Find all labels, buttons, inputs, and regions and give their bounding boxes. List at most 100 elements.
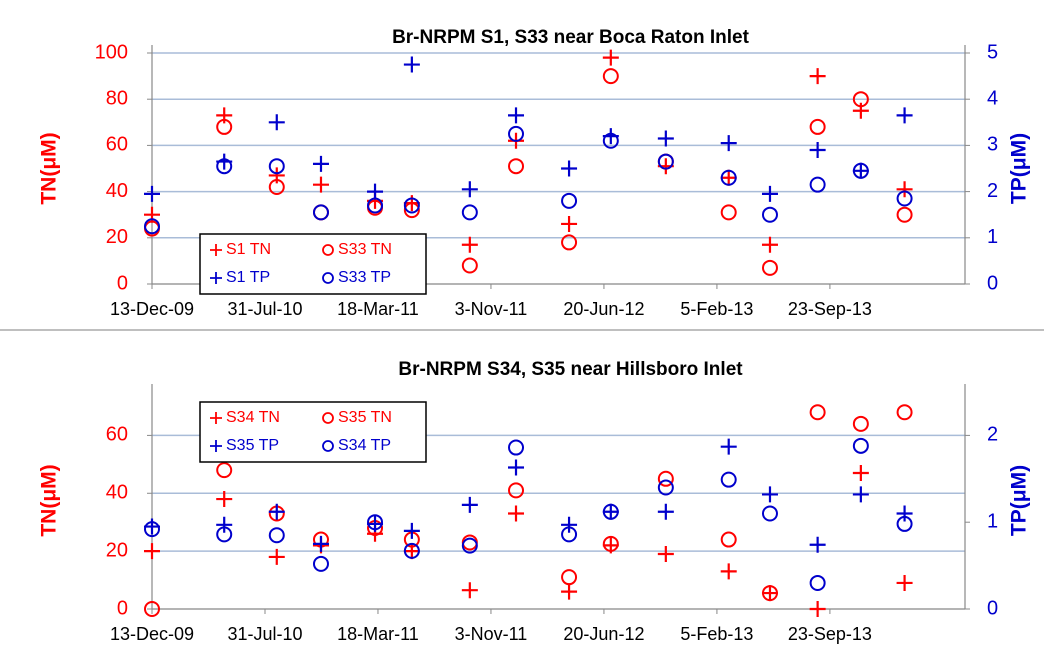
marker-plus	[561, 516, 578, 533]
marker-plus	[720, 169, 737, 186]
marker-plus	[761, 236, 778, 253]
marker-plus	[561, 160, 578, 177]
marker-circle	[268, 527, 285, 544]
legend-label: S33 TP	[338, 269, 391, 286]
legend-box	[199, 233, 427, 295]
marker-circle	[508, 158, 525, 175]
y2-tick-label: 0	[987, 272, 998, 294]
marker-plus	[896, 181, 913, 198]
y-tick-label: 60	[106, 134, 128, 156]
marker-circle	[896, 206, 913, 223]
marker-plus	[896, 505, 913, 522]
marker-plus	[720, 563, 737, 580]
marker-plus	[852, 465, 869, 482]
marker-circle	[896, 515, 913, 532]
y2-axis-title: TP(μM)	[1008, 465, 1031, 536]
marker-circle	[896, 190, 913, 207]
marker-circle	[312, 555, 329, 572]
y-tick-label: 40	[106, 482, 128, 504]
y-tick-label: 20	[106, 226, 128, 248]
marker-circle	[657, 479, 674, 496]
legend-marker	[210, 440, 222, 452]
marker-circle	[367, 197, 384, 214]
y-tick-label: 60	[106, 424, 128, 446]
marker-circle	[268, 158, 285, 175]
marker-circle	[852, 415, 869, 432]
marker-plus	[461, 181, 478, 198]
marker-circle	[367, 514, 384, 531]
marker-plus	[144, 543, 160, 560]
marker-circle	[852, 91, 869, 108]
y2-tick-label: 5	[987, 41, 998, 63]
marker-plus	[508, 107, 525, 124]
marker-plus	[809, 142, 826, 159]
legend-marker	[322, 244, 334, 256]
legend-marker	[210, 244, 222, 256]
y-tick-label: 100	[95, 41, 128, 63]
marker-circle	[144, 218, 160, 235]
marker-plus	[144, 206, 160, 223]
marker-plus	[761, 585, 778, 602]
y2-tick-label: 2	[987, 424, 998, 446]
marker-circle	[144, 521, 160, 538]
marker-plus	[852, 102, 869, 119]
marker-plus	[461, 236, 478, 253]
marker-plus	[657, 546, 674, 563]
marker-circle	[720, 169, 737, 186]
marker-circle	[852, 162, 869, 179]
marker-circle	[602, 503, 619, 520]
marker-circle	[144, 601, 160, 617]
marker-circle	[602, 68, 619, 85]
y2-tick-label: 4	[987, 87, 998, 109]
marker-plus	[268, 548, 285, 565]
marker-circle	[761, 505, 778, 522]
marker-circle	[403, 202, 420, 219]
legend-label: S35 TP	[226, 437, 279, 454]
marker-plus	[720, 438, 737, 455]
marker-circle	[809, 404, 826, 421]
legend-label: S35 TN	[338, 409, 392, 426]
marker-plus	[216, 107, 233, 124]
marker-circle	[268, 178, 285, 195]
legend-marker	[322, 272, 334, 284]
y2-tick-label: 1	[987, 510, 998, 532]
marker-circle	[809, 118, 826, 135]
x-tick-label: 23-Sep-13	[788, 624, 872, 644]
marker-plus	[852, 486, 869, 503]
marker-plus	[720, 135, 737, 152]
x-tick-label: 3-Nov-11	[455, 624, 528, 644]
marker-circle	[312, 204, 329, 221]
y2-tick-label: 2	[987, 180, 998, 202]
marker-plus	[312, 535, 329, 552]
marker-circle	[809, 176, 826, 193]
x-tick-label: 18-Mar-11	[337, 299, 419, 319]
y-tick-label: 0	[117, 272, 128, 294]
marker-circle	[403, 197, 420, 214]
marker-circle	[761, 206, 778, 223]
marker-circle	[508, 125, 525, 142]
marker-circle	[809, 574, 826, 591]
marker-circle	[216, 158, 233, 175]
marker-circle	[720, 471, 737, 488]
legend-marker	[322, 412, 334, 424]
marker-circle	[216, 118, 233, 135]
marker-plus	[896, 107, 913, 124]
marker-circle	[461, 534, 478, 551]
marker-plus	[268, 114, 285, 131]
marker-plus	[367, 183, 384, 200]
marker-plus	[461, 496, 478, 513]
x-tick-label: 20-Jun-12	[563, 299, 644, 319]
marker-circle	[403, 542, 420, 559]
marker-plus	[896, 574, 913, 591]
y-tick-label: 20	[106, 539, 128, 561]
y-tick-label: 80	[106, 87, 128, 109]
marker-circle	[461, 257, 478, 274]
marker-plus	[657, 130, 674, 147]
marker-plus	[809, 68, 826, 85]
marker-plus	[761, 185, 778, 202]
x-tick-label: 13-Dec-09	[110, 624, 194, 644]
marker-plus	[809, 601, 826, 617]
y2-axis-title: TP(μM)	[1008, 133, 1031, 204]
y-axis-title: TN(μM)	[38, 464, 61, 536]
